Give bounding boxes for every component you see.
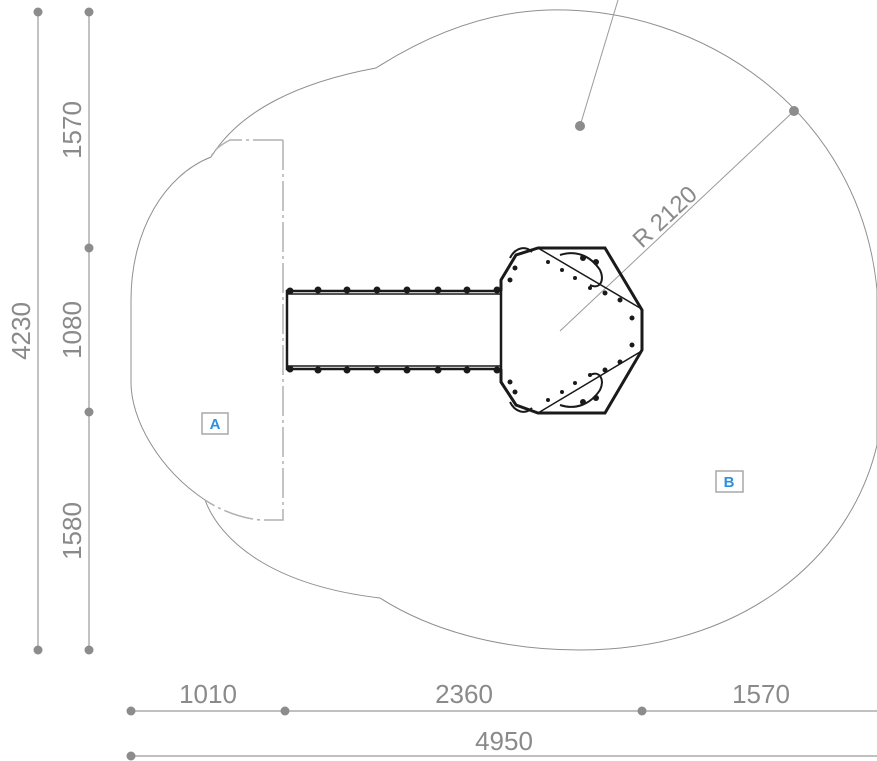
radius-end-dot: [789, 106, 799, 116]
dimension-label-1580: 1580: [57, 502, 87, 560]
safety-zone-outline: [130, 9, 877, 651]
dimension-label-4950: 4950: [475, 726, 533, 756]
zone-a-label: A: [210, 416, 221, 433]
slide-chute: [285, 286, 503, 374]
zone-b-label: B: [724, 474, 735, 491]
leader-line: [579, 0, 619, 127]
dimension-label-4230: 4230: [6, 302, 36, 360]
radius-line: [559, 110, 795, 332]
dimension-label-1080: 1080: [57, 301, 87, 359]
dimension-label-1570-horizontal: 1570: [732, 679, 790, 709]
leader-dot: [575, 121, 585, 131]
horizontal-dimension-segments: 1010 2360 1570: [126, 679, 877, 716]
dimension-label-1010: 1010: [179, 679, 237, 709]
horizontal-dimension-overall: 4950: [126, 726, 877, 761]
dimension-label-1570-vertical: 1570: [57, 101, 87, 159]
dimension-label-2360: 2360: [435, 679, 493, 709]
vertical-dimension-overall: 4230: [6, 7, 43, 655]
radius-label: R 2120: [628, 181, 703, 254]
zone-a-boundary: [204, 139, 284, 521]
play-tower: [499, 246, 644, 415]
zone-a-marker: A: [201, 412, 229, 435]
zone-b-marker: B: [715, 470, 744, 493]
vertical-dimension-segments: 1570 1080 1580: [57, 7, 94, 655]
